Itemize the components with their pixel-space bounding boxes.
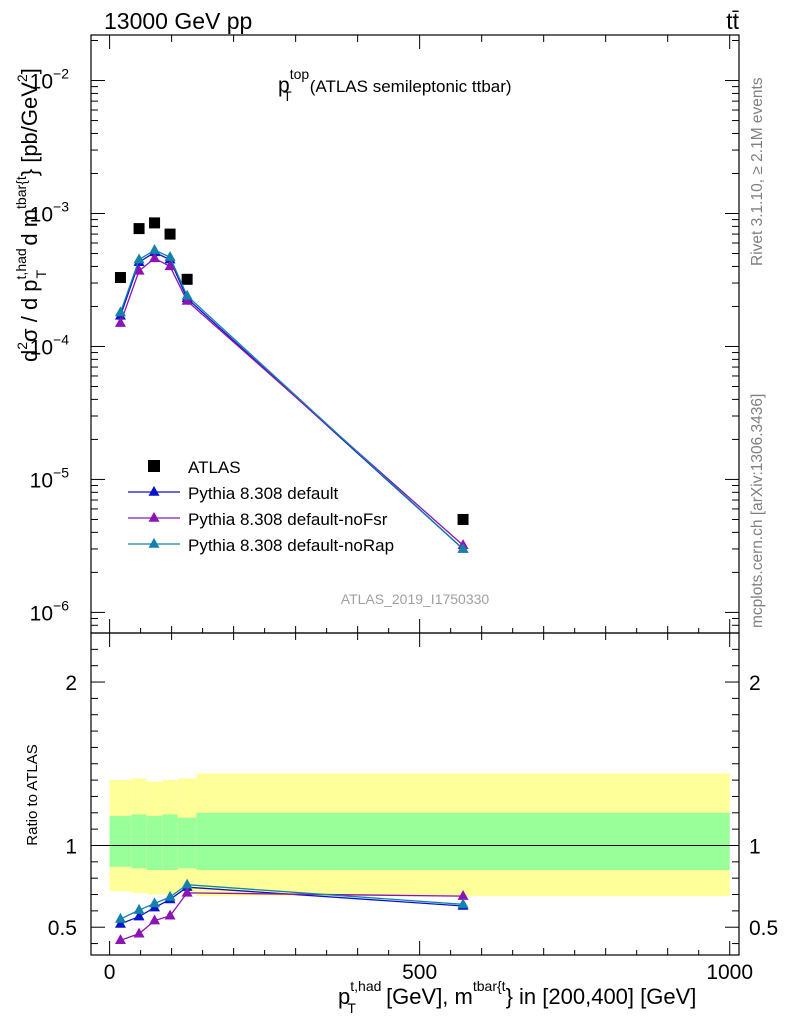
green-band-bin-0 bbox=[109, 816, 132, 867]
main-point-series-2-2 bbox=[149, 252, 161, 263]
ratio-frame bbox=[90, 632, 740, 956]
process-label: tt̄ bbox=[726, 8, 739, 34]
legend-marker-3 bbox=[148, 537, 160, 548]
legend-label-3: Pythia 8.308 default-noRap bbox=[188, 536, 394, 555]
ratio-point-series-1-2 bbox=[149, 914, 161, 925]
atlas-point-4 bbox=[181, 273, 193, 285]
green-band-bin-2 bbox=[146, 816, 163, 871]
ratio-xtick-label-0: 0 bbox=[104, 961, 116, 984]
legend-marker-0 bbox=[148, 460, 160, 472]
ratio-point-series-1-0 bbox=[114, 934, 126, 945]
atlas-point-0 bbox=[114, 272, 126, 284]
analysis-label: ATLAS_2019_I1750330 bbox=[341, 591, 490, 607]
ratio-xtick-label-2: 1000 bbox=[706, 961, 753, 984]
main-ytick-label-0: 10−6 bbox=[30, 597, 70, 625]
ratio-point-series-1-3 bbox=[164, 909, 176, 920]
x-axis-label: pt,had T [GeV], mtbar{t} in [200,400] [Ge… bbox=[338, 978, 696, 1016]
legend-label-2: Pythia 8.308 default-noFsr bbox=[188, 510, 388, 529]
ratio-point-series-1-5 bbox=[457, 890, 469, 900]
ratio-point-series-2-1 bbox=[133, 903, 145, 914]
main-point-series-3-4 bbox=[181, 289, 193, 300]
main-ytick-label-2: 10−4 bbox=[30, 331, 70, 359]
legend-marker-2 bbox=[148, 511, 160, 522]
main-line-series-1 bbox=[119, 251, 464, 550]
main-point-series-2-3 bbox=[164, 260, 176, 271]
atlas-point-3 bbox=[164, 228, 176, 240]
legend-marker-1 bbox=[148, 485, 160, 496]
main-point-series-2-4 bbox=[181, 294, 193, 305]
ratio-point-series-0-1 bbox=[133, 910, 145, 921]
main-point-series-2-1 bbox=[133, 264, 145, 275]
main-ytick-label-4: 10−2 bbox=[30, 66, 70, 94]
ratio-ytick-label-left-1: 1 bbox=[65, 835, 77, 858]
main-point-series-3-5 bbox=[457, 542, 469, 553]
main-series-layer bbox=[114, 217, 469, 553]
main-point-series-3-2 bbox=[149, 244, 161, 254]
green-band-bin-5 bbox=[196, 812, 730, 871]
main-line-series-2 bbox=[119, 257, 464, 546]
axes-layer: 10−6 10−5 10−4 10−3 10−2 0 500 1000 0.5 0.5 1 1 2 2 bbox=[30, 34, 778, 984]
atlas-point-1 bbox=[133, 223, 145, 235]
ratio-ytick-label-left-0: 0.5 bbox=[48, 917, 77, 940]
ratio-ytick-label-right-0: 0.5 bbox=[749, 917, 778, 940]
main-point-series-3-1 bbox=[133, 253, 145, 264]
ratio-point-series-2-4 bbox=[181, 878, 193, 889]
ratio-series-layer bbox=[114, 878, 469, 945]
ratio-ytick-label-right-2: 2 bbox=[749, 672, 761, 695]
main-point-series-3-0 bbox=[114, 306, 126, 317]
ratio-ytick-label-right-1: 1 bbox=[749, 835, 761, 858]
main-ytick-label-3: 10−3 bbox=[30, 198, 70, 226]
legend-label-0: ATLAS bbox=[188, 458, 241, 477]
main-ylabel: d2σ / d pt,had T d mtbar{t} [pb/GeV2] bbox=[13, 68, 49, 362]
main-line-series-3 bbox=[119, 249, 464, 550]
ratio-point-series-2-2 bbox=[149, 897, 161, 908]
ratio-point-series-2-5 bbox=[457, 898, 469, 909]
legend-label-1: Pythia 8.308 default bbox=[188, 484, 339, 503]
ratio-point-series-2-0 bbox=[114, 912, 126, 923]
ratio-ylabel: Ratio to ATLAS bbox=[24, 744, 41, 845]
ratio-xtick-label-1: 500 bbox=[402, 961, 437, 984]
main-point-series-2-0 bbox=[114, 316, 126, 327]
green-band-bin-1 bbox=[131, 814, 147, 869]
green-band-bin-3 bbox=[162, 814, 178, 871]
plot-title: ptop T (ATLAS semileptonic ttbar) bbox=[278, 66, 512, 104]
mcplots-label: mcplots.cern.ch [arXiv:1306.3436] bbox=[749, 394, 766, 628]
rivet-label: Rivet 3.1.10, ≥ 2.1M events bbox=[749, 77, 766, 266]
ratio-uncertainty-bands bbox=[91, 773, 739, 897]
main-ytick-label-1: 10−5 bbox=[30, 464, 70, 492]
main-point-series-3-3 bbox=[164, 250, 176, 261]
ratio-point-series-1-4 bbox=[181, 886, 193, 897]
ratio-point-series-1-1 bbox=[133, 927, 145, 938]
ratio-ytick-label-left-2: 2 bbox=[65, 672, 77, 695]
green-band-bin-4 bbox=[177, 817, 197, 869]
atlas-point-2 bbox=[149, 217, 161, 229]
collision-label: 13000 GeV pp bbox=[104, 8, 252, 34]
legend: ATLAS Pythia 8.308 default Pythia 8.308 de… bbox=[128, 458, 394, 555]
atlas-point-5 bbox=[457, 513, 469, 525]
ratio-point-series-2-3 bbox=[164, 890, 176, 901]
